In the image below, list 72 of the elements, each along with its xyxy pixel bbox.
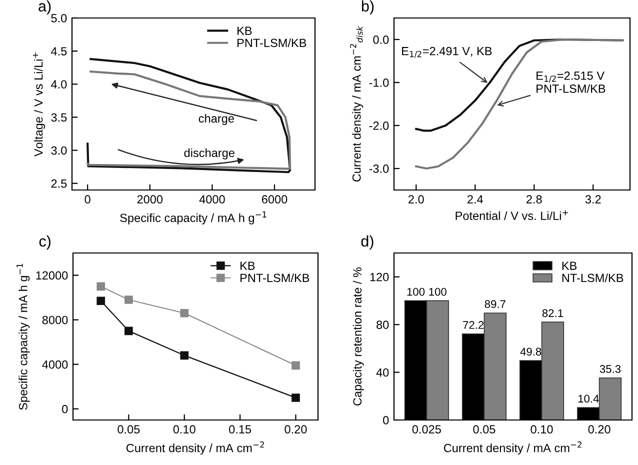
- y-axis-title: Capacity retention rate / %: [352, 267, 364, 406]
- legend-label: KB: [240, 262, 255, 270]
- x-tick-label: 2.0: [408, 195, 424, 204]
- y-tick-label: 120: [370, 272, 389, 282]
- y-tick-label: 0: [62, 404, 68, 414]
- x-axis-title: Specific capacity / mA h g$^{−1}$: [120, 211, 266, 224]
- y-tick-label: 4.0: [51, 80, 67, 89]
- y-tick-label: -2.0: [369, 122, 389, 130]
- point: [292, 361, 300, 370]
- x-tick-label: 6000: [262, 195, 288, 204]
- y-axis-title: Voltage / V vs Li/Li$^{+}$: [32, 52, 46, 157]
- y-tick-label: 5.0: [51, 14, 67, 22]
- data-label: 10.4: [578, 394, 599, 403]
- legend-label: NT-LSM/KB: [562, 273, 624, 282]
- y-tick-label: 0: [383, 416, 389, 424]
- y-tick-label: 4000: [42, 360, 68, 369]
- y-tick-label: 80: [376, 320, 389, 329]
- x-tick-label: 2.4: [468, 195, 483, 204]
- x-tick-label: 0.025: [412, 425, 441, 434]
- x-axis-title: Current density / mA cm$^{−2}$: [444, 441, 582, 455]
- x-tick-label: 2.8: [526, 195, 542, 204]
- y-tick-label: -1.0: [369, 78, 389, 87]
- x-tick-label: 0.10: [173, 425, 196, 434]
- x-axis-title: Potential / V vs. Li/Li$^{+}$: [456, 210, 568, 220]
- legend-label: KB: [562, 262, 577, 270]
- annotation: discharge: [184, 148, 234, 160]
- data-label: 100: [429, 288, 446, 296]
- y-tick-label: 40: [376, 368, 389, 377]
- x-axis-title: Current density / mA cm$^{−2}$: [126, 441, 264, 455]
- annotation: E$_{1/2}$=2.491 V, KB: [402, 46, 492, 58]
- point: [180, 351, 189, 360]
- data-label: 100: [407, 288, 425, 296]
- y-tick-label: -3.0: [369, 164, 389, 173]
- legend-label: PNT-LSM/KB: [240, 273, 310, 282]
- y-tick-label: 12000: [36, 271, 68, 280]
- x-tick-label: 0.15: [229, 425, 252, 434]
- y-tick-label: 2.5: [51, 179, 67, 188]
- data-label: 72.2: [463, 321, 484, 329]
- x-tick-label: 0.20: [588, 425, 610, 434]
- point: [96, 282, 106, 291]
- annotation: E$_{1/2}$=2.515 V PNT-LSM/KB: [536, 72, 606, 93]
- x-tick-label: 0: [84, 195, 90, 204]
- point: [96, 296, 106, 306]
- point: [124, 296, 133, 304]
- x-tick-label: 3.2: [585, 195, 601, 204]
- data-label: 89.7: [484, 300, 506, 308]
- y-tick-label: 3.0: [51, 146, 67, 155]
- point: [124, 326, 133, 336]
- chart-title: a): [38, 0, 51, 15]
- x-tick-label: 2000: [137, 195, 163, 204]
- point: [180, 308, 189, 318]
- annotation: charge: [198, 114, 234, 125]
- point: [292, 394, 300, 402]
- data-label: 35.3: [600, 365, 621, 373]
- legend-label: KB: [238, 26, 252, 35]
- chart-title: d): [361, 235, 374, 250]
- chart-title: c): [39, 235, 50, 250]
- x-tick-label: 4000: [199, 195, 225, 204]
- x-tick-label: 0.05: [118, 425, 140, 434]
- y-tick-label: 8000: [42, 316, 68, 324]
- y-axis-title: Specific capacity / mA h g$^{−1}$: [16, 264, 30, 410]
- chart-title: b): [362, 0, 374, 15]
- y-tick-label: 0.0: [373, 36, 389, 44]
- data-label: 49.8: [520, 348, 542, 356]
- x-tick-label: 0.10: [530, 425, 553, 434]
- y-axis-title: Current density / mA cm$^{−2}$$_{disk}$: [350, 26, 364, 182]
- legend-label: PNT-LSM/KB: [238, 38, 306, 48]
- x-tick-label: 0.20: [284, 425, 307, 434]
- data-label: 82.1: [542, 309, 563, 318]
- y-tick-label: 3.5: [51, 113, 67, 122]
- x-tick-label: 0.05: [473, 425, 496, 434]
- y-tick-label: 4.5: [51, 47, 67, 56]
